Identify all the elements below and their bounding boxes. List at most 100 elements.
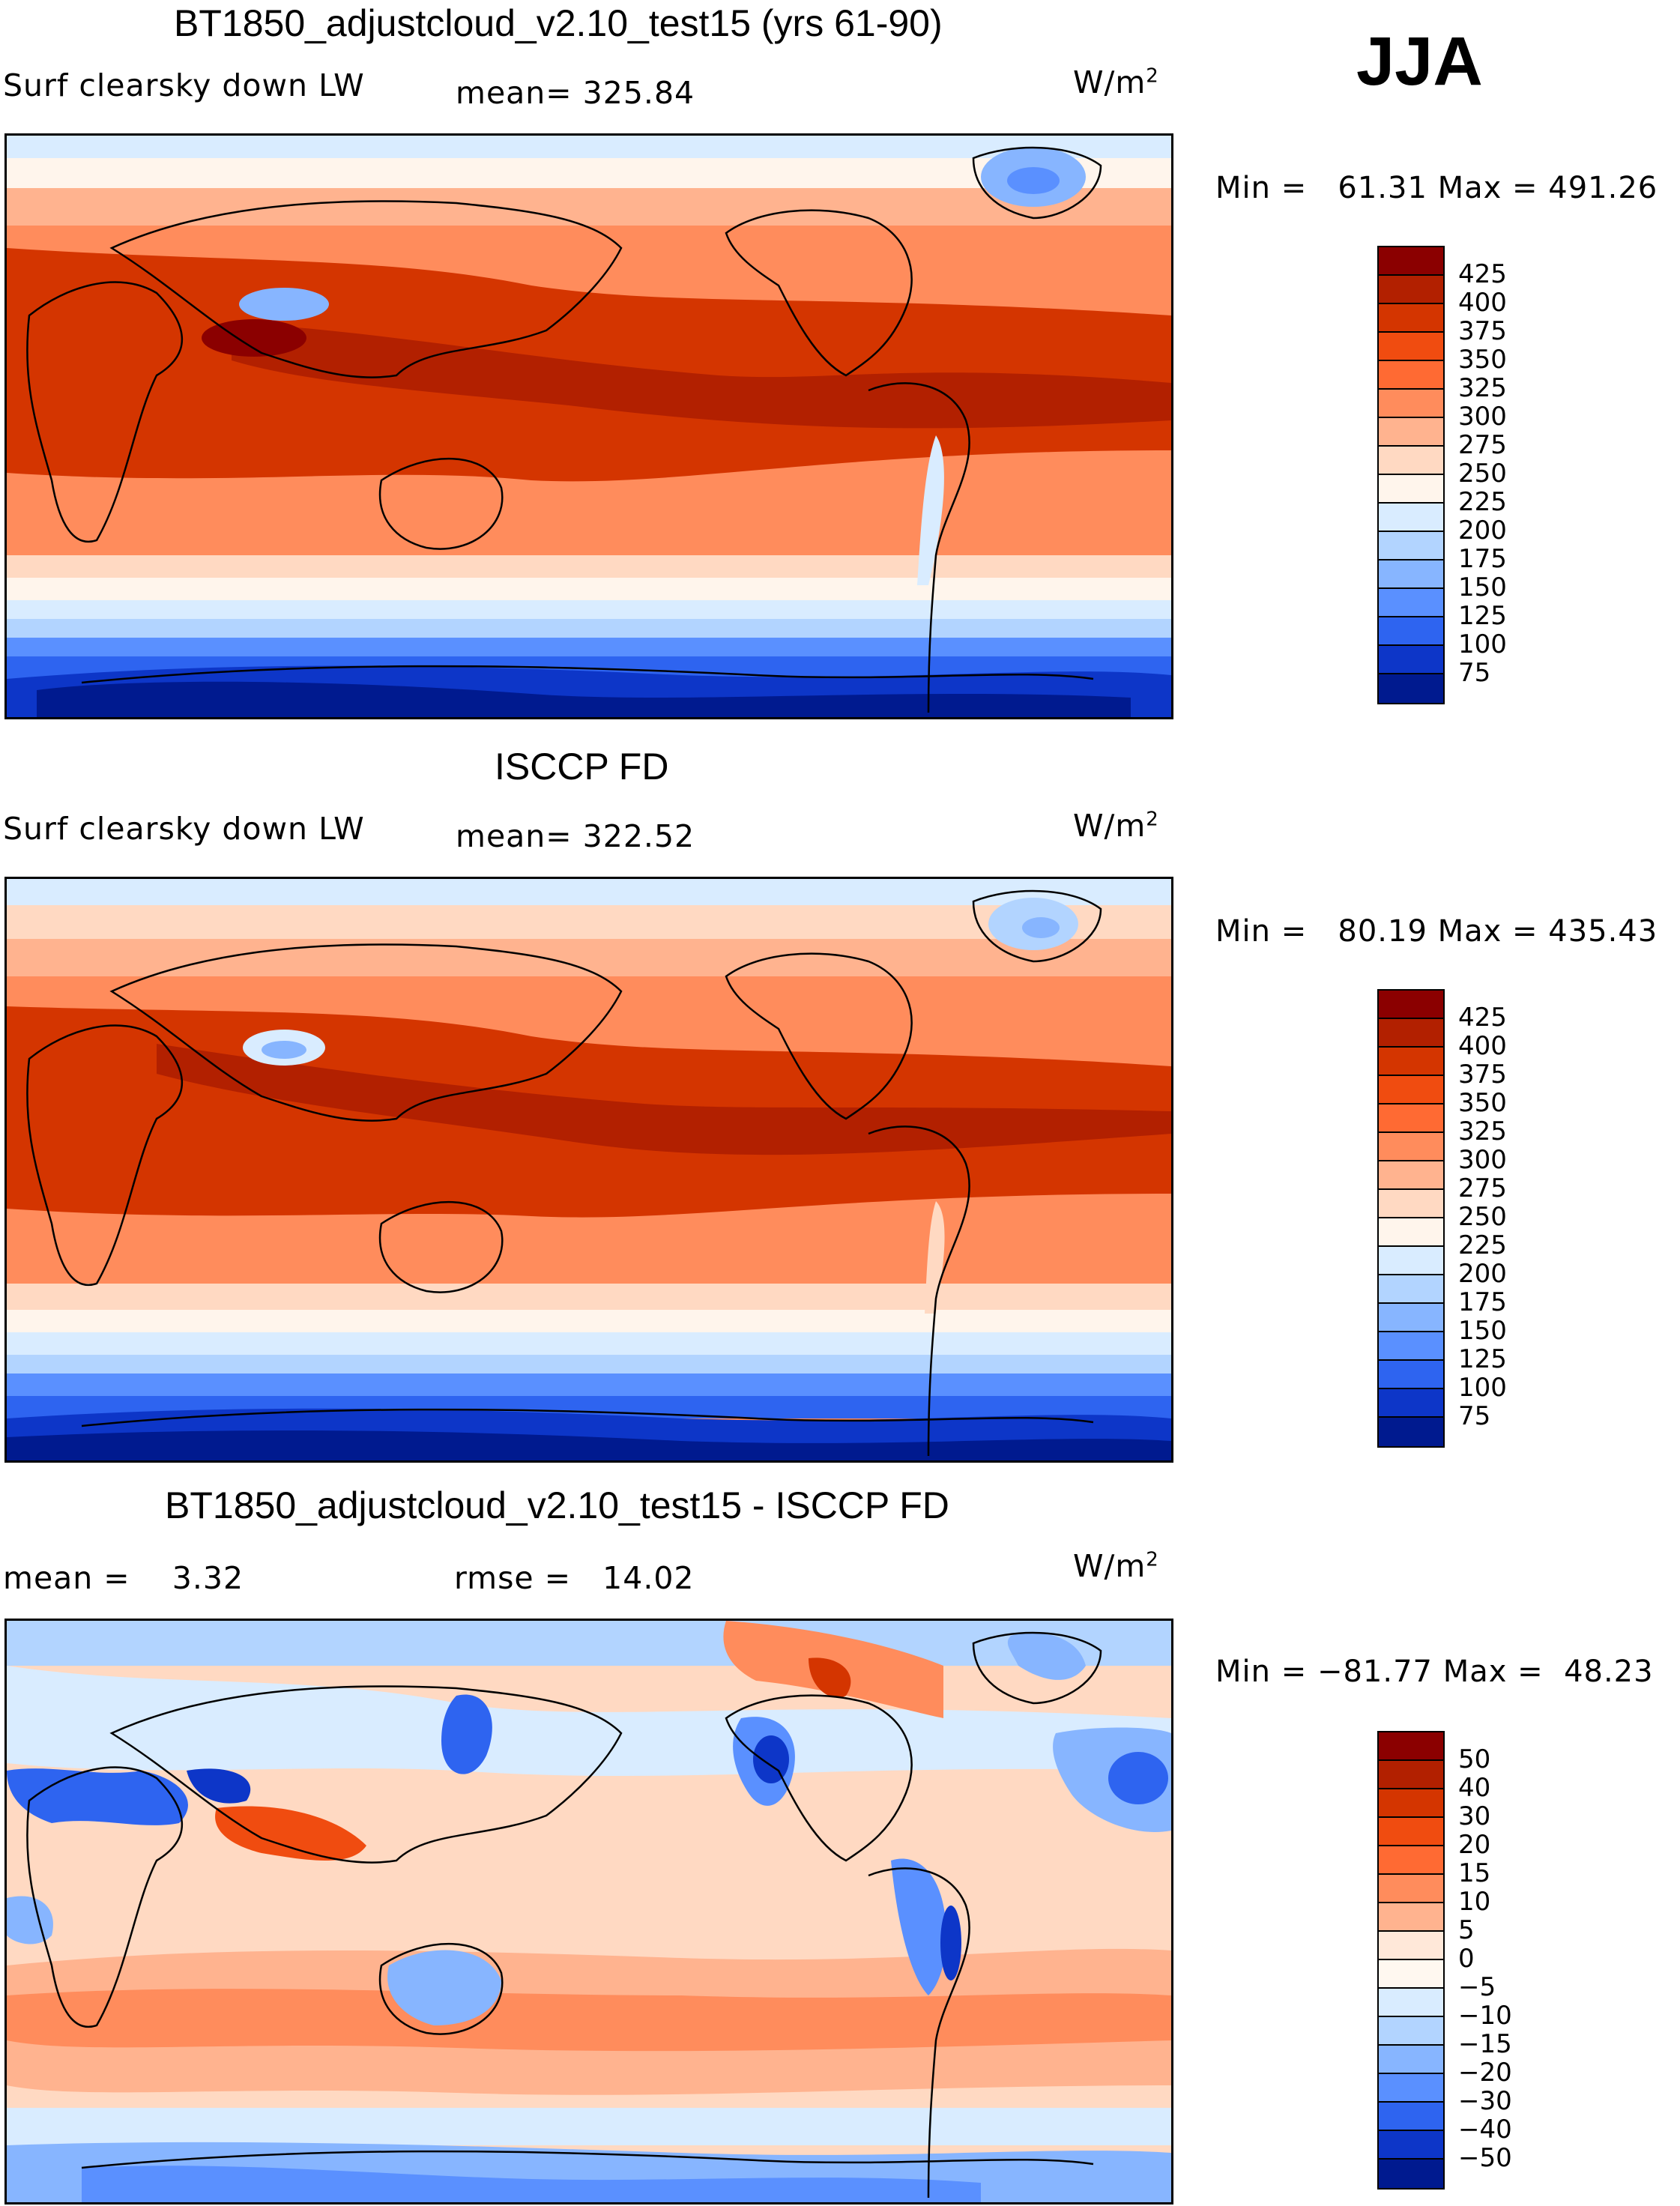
colorbar-swatch — [1379, 589, 1443, 617]
panel2-min-value: 80.19 — [1338, 914, 1427, 949]
colorbar-swatch — [1379, 1247, 1443, 1275]
panel2-minmax: Min = 80.19 Max = 435.43 — [1215, 914, 1658, 949]
panel2-max-label: Max = — [1437, 914, 1538, 949]
panel3-map-field — [7, 1621, 1171, 2202]
colorbar-tick-label: −10 — [1458, 2001, 1512, 2031]
panel3-map — [4, 1619, 1173, 2205]
colorbar-swatch — [1379, 1218, 1443, 1247]
panel3-max-value: 48.23 — [1564, 1654, 1654, 1689]
colorbar-swatch — [1379, 1019, 1443, 1048]
colorbar-swatch — [1379, 447, 1443, 475]
panel1-units: W/m2 — [1073, 64, 1159, 100]
panel2-map-field — [7, 879, 1171, 1460]
colorbar-tick-label: 15 — [1458, 1858, 1491, 1888]
colorbar-tick-label: 175 — [1458, 1287, 1507, 1317]
panel1-units-base: W/m — [1073, 64, 1146, 100]
panel1-title: BT1850_adjustcloud_v2.10_test15 (yrs 61-… — [174, 2, 943, 44]
colorbar-tick-label: 375 — [1458, 316, 1507, 346]
colorbar-swatch — [1379, 1818, 1443, 1846]
panel2-mean-label: mean= 322.52 — [456, 818, 695, 854]
colorbar-swatch — [1379, 1932, 1443, 1960]
colorbar-tick-label: 75 — [1458, 1401, 1491, 1431]
colorbar-tick-label: −20 — [1458, 2058, 1512, 2088]
colorbar-tick-label: 150 — [1458, 572, 1507, 602]
colorbar-swatch — [1379, 1332, 1443, 1361]
colorbar-swatch — [1379, 1275, 1443, 1304]
colorbar-tick-label: 325 — [1458, 373, 1507, 403]
panel1-units-exp: 2 — [1146, 64, 1159, 88]
colorbar-swatch — [1379, 2103, 1443, 2131]
colorbar-swatch — [1379, 617, 1443, 646]
panel2-min-label: Min = — [1215, 914, 1308, 949]
panel3-units: W/m2 — [1073, 1548, 1159, 1584]
colorbar-tick-label: 300 — [1458, 1145, 1507, 1175]
panel3-rmse-label: rmse = 14.02 — [454, 1560, 695, 1596]
colorbar-swatch — [1379, 475, 1443, 504]
colorbar-swatch — [1379, 2160, 1443, 2188]
colorbar-tick-label: 125 — [1458, 601, 1507, 631]
colorbar-tick-label: 275 — [1458, 430, 1507, 460]
colorbar-swatch — [1379, 1989, 1443, 2017]
panel3-units-exp: 2 — [1146, 1548, 1159, 1571]
season-label: JJA — [1356, 23, 1483, 100]
colorbar-swatch — [1379, 1761, 1443, 1789]
panel1-max-value: 491.26 — [1548, 171, 1658, 205]
colorbar-tick-label: 100 — [1458, 1373, 1507, 1403]
colorbar-tick-label: 150 — [1458, 1316, 1507, 1346]
panel2-colorbar-swatches — [1377, 989, 1445, 1448]
colorbar-swatch — [1379, 1048, 1443, 1076]
panel3-min-value: −81.77 — [1317, 1654, 1433, 1689]
colorbar-swatch — [1379, 333, 1443, 361]
colorbar-tick-label: 200 — [1458, 1259, 1507, 1289]
colorbar-swatch — [1379, 674, 1443, 703]
colorbar-tick-label: 350 — [1458, 1088, 1507, 1118]
colorbar-swatch — [1379, 1076, 1443, 1104]
panel1-min-label: Min = — [1215, 171, 1308, 205]
panel1-mean-label: mean= 325.84 — [456, 75, 695, 111]
colorbar-swatch — [1379, 2046, 1443, 2074]
colorbar-tick-label: 125 — [1458, 1344, 1507, 1374]
panel1-min-value: 61.31 — [1338, 171, 1427, 205]
colorbar-tick-label: 10 — [1458, 1887, 1491, 1917]
colorbar-swatch — [1379, 418, 1443, 447]
colorbar-tick-label: −5 — [1458, 1972, 1496, 2002]
panel3-min-label: Min = — [1215, 1654, 1308, 1689]
panel3-max-label: Max = — [1442, 1654, 1544, 1689]
colorbar-swatch — [1379, 504, 1443, 532]
colorbar-swatch — [1379, 2131, 1443, 2160]
colorbar-tick-label: 400 — [1458, 288, 1507, 318]
colorbar-swatch — [1379, 560, 1443, 589]
colorbar-tick-label: 50 — [1458, 1744, 1491, 1774]
colorbar-swatch — [1379, 2017, 1443, 2046]
colorbar-swatch — [1379, 1161, 1443, 1190]
panel1-map — [4, 133, 1173, 719]
colorbar-swatch — [1379, 247, 1443, 276]
panel2-units-base: W/m — [1073, 808, 1146, 844]
panel1-max-label: Max = — [1437, 171, 1538, 205]
colorbar-tick-label: −30 — [1458, 2086, 1512, 2116]
colorbar-tick-label: 30 — [1458, 1801, 1491, 1831]
colorbar-tick-label: 400 — [1458, 1031, 1507, 1061]
colorbar-tick-label: 275 — [1458, 1173, 1507, 1203]
colorbar-swatch — [1379, 991, 1443, 1019]
colorbar-tick-label: 175 — [1458, 544, 1507, 574]
colorbar-tick-label: 200 — [1458, 516, 1507, 546]
colorbar-swatch — [1379, 361, 1443, 390]
colorbar-swatch — [1379, 1304, 1443, 1332]
colorbar-tick-label: 75 — [1458, 658, 1491, 688]
colorbar-tick-label: −40 — [1458, 2115, 1512, 2145]
panel1-colorbar-swatches — [1377, 246, 1445, 704]
colorbar-swatch — [1379, 532, 1443, 560]
colorbar-tick-label: 425 — [1458, 259, 1507, 289]
panel2-units: W/m2 — [1073, 808, 1159, 844]
colorbar-tick-label: 0 — [1458, 1944, 1475, 1974]
panel2-max-value: 435.43 — [1548, 914, 1658, 949]
panel3-units-base: W/m — [1073, 1548, 1146, 1584]
colorbar-tick-label: 250 — [1458, 459, 1507, 489]
colorbar-swatch — [1379, 2074, 1443, 2103]
colorbar-swatch — [1379, 304, 1443, 333]
colorbar-tick-label: 325 — [1458, 1116, 1507, 1146]
colorbar-swatch — [1379, 1133, 1443, 1161]
colorbar-swatch — [1379, 1104, 1443, 1133]
colorbar-tick-label: 225 — [1458, 1230, 1507, 1260]
